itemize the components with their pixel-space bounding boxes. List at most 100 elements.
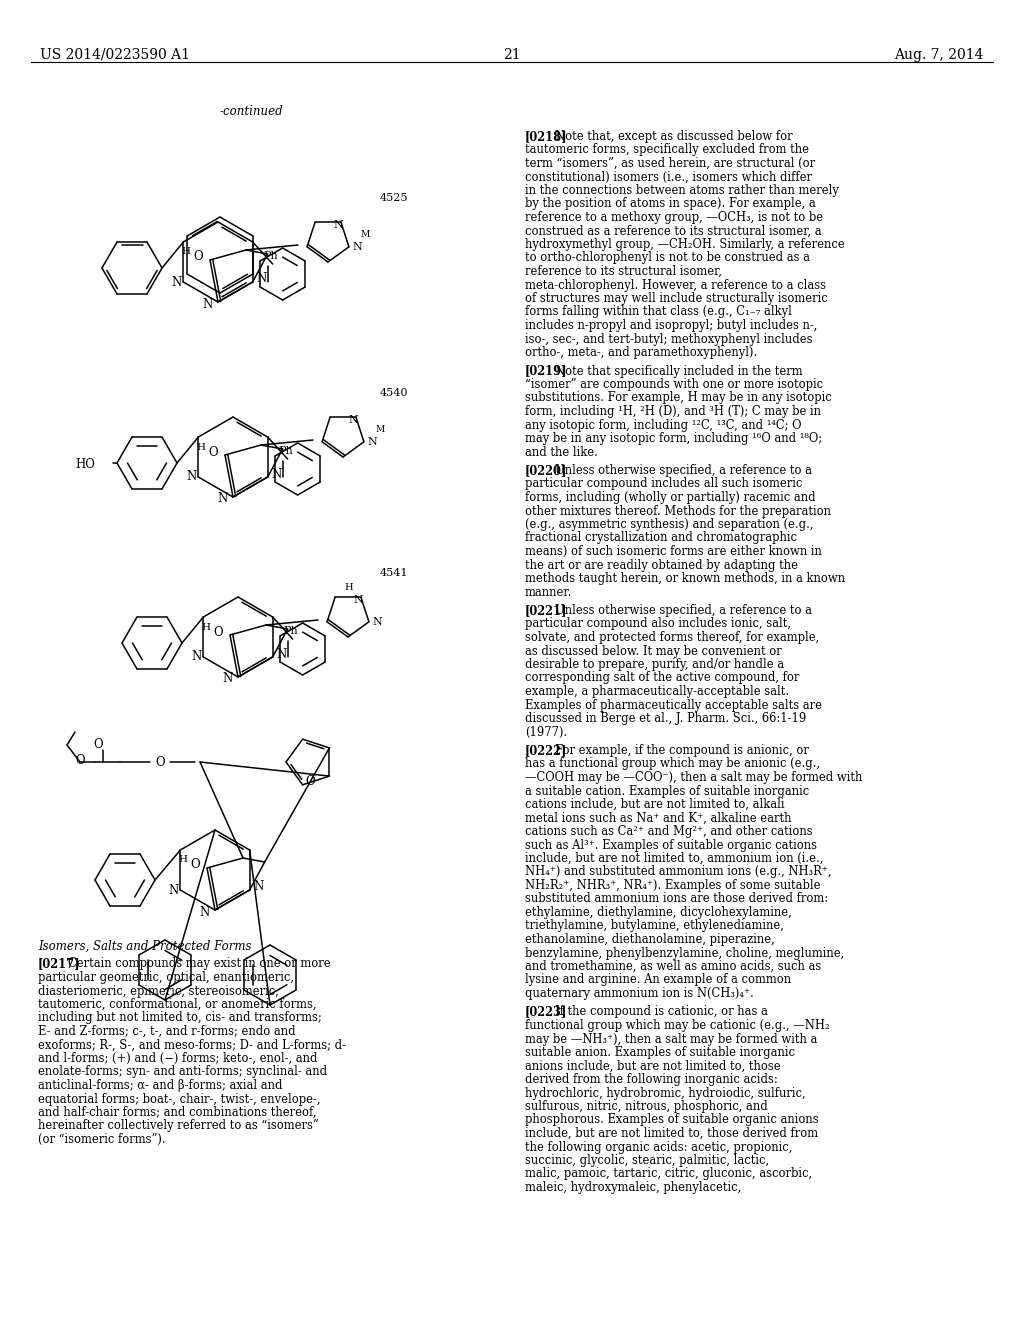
- Text: [0221]: [0221]: [525, 605, 567, 616]
- Text: N: N: [218, 492, 228, 506]
- Text: N: N: [200, 906, 210, 919]
- Text: N: N: [223, 672, 233, 685]
- Text: particular compound includes all such isomeric: particular compound includes all such is…: [525, 478, 803, 491]
- Text: N: N: [353, 595, 362, 605]
- Text: ortho-, meta-, and paramethoxyphenyl).: ortho-, meta-, and paramethoxyphenyl).: [525, 346, 758, 359]
- Text: tautomeric, conformational, or anomeric forms,: tautomeric, conformational, or anomeric …: [38, 998, 316, 1011]
- Text: (or “isomeric forms”).: (or “isomeric forms”).: [38, 1133, 166, 1146]
- Text: N: N: [257, 272, 267, 285]
- Text: Examples of pharmaceutically acceptable salts are: Examples of pharmaceutically acceptable …: [525, 698, 822, 711]
- Text: M: M: [376, 425, 385, 434]
- Text: tautomeric forms, specifically excluded from the: tautomeric forms, specifically excluded …: [525, 144, 809, 157]
- Text: N: N: [171, 276, 181, 289]
- Text: substituted ammonium ions are those derived from:: substituted ammonium ions are those deri…: [525, 892, 828, 906]
- Text: construed as a reference to its structural isomer, a: construed as a reference to its structur…: [525, 224, 821, 238]
- Text: 4525: 4525: [380, 193, 409, 203]
- Text: cations such as Ca²⁺ and Mg²⁺, and other cations: cations such as Ca²⁺ and Mg²⁺, and other…: [525, 825, 813, 838]
- Text: reference to a methoxy group, —OCH₃, is not to be: reference to a methoxy group, —OCH₃, is …: [525, 211, 823, 224]
- Text: -continued: -continued: [220, 106, 284, 117]
- Text: of structures may well include structurally isomeric: of structures may well include structura…: [525, 292, 827, 305]
- Text: methods taught herein, or known methods, in a known: methods taught herein, or known methods,…: [525, 572, 845, 585]
- Text: reference to its structural isomer,: reference to its structural isomer,: [525, 265, 722, 279]
- Text: the art or are readily obtained by adapting the: the art or are readily obtained by adapt…: [525, 558, 798, 572]
- Text: [0222]: [0222]: [525, 744, 567, 756]
- Text: malic, pamoic, tartaric, citric, gluconic, ascorbic,: malic, pamoic, tartaric, citric, gluconi…: [525, 1167, 812, 1180]
- Text: M: M: [360, 230, 370, 239]
- Text: includes n-propyl and isopropyl; butyl includes n-,: includes n-propyl and isopropyl; butyl i…: [525, 319, 817, 333]
- Text: as discussed below. It may be convenient or: as discussed below. It may be convenient…: [525, 644, 781, 657]
- Text: and half-chair forms; and combinations thereof,: and half-chair forms; and combinations t…: [38, 1106, 316, 1119]
- Text: Ph: Ph: [279, 446, 293, 455]
- Text: form, including ¹H, ²H (D), and ³H (T); C may be in: form, including ¹H, ²H (D), and ³H (T); …: [525, 405, 821, 418]
- Text: O: O: [75, 754, 85, 767]
- Text: O: O: [194, 251, 203, 264]
- Text: Unless otherwise specified, a reference to a: Unless otherwise specified, a reference …: [555, 605, 812, 616]
- Text: discussed in Berge et al., J. Pharm. Sci., 66:1-19: discussed in Berge et al., J. Pharm. Sci…: [525, 711, 806, 725]
- Text: fractional crystallization and chromatographic: fractional crystallization and chromatog…: [525, 532, 797, 544]
- Text: 4540: 4540: [380, 388, 409, 399]
- Text: [0220]: [0220]: [525, 465, 567, 477]
- Text: [0223]: [0223]: [525, 1006, 567, 1019]
- Text: may be in any isotopic form, including ¹⁶O and ¹⁸O;: may be in any isotopic form, including ¹…: [525, 432, 822, 445]
- Text: “isomer” are compounds with one or more isotopic: “isomer” are compounds with one or more …: [525, 378, 823, 391]
- Text: N: N: [191, 651, 202, 664]
- Text: N: N: [367, 437, 377, 446]
- Text: by the position of atoms in space). For example, a: by the position of atoms in space). For …: [525, 198, 816, 210]
- Text: means) of such isomeric forms are either known in: means) of such isomeric forms are either…: [525, 545, 822, 558]
- Text: particular geometric, optical, enantiomeric,: particular geometric, optical, enantiome…: [38, 972, 294, 983]
- Text: corresponding salt of the active compound, for: corresponding salt of the active compoun…: [525, 672, 800, 685]
- Text: Note that specifically included in the term: Note that specifically included in the t…: [555, 364, 803, 378]
- Text: constitutional) isomers (i.e., isomers which differ: constitutional) isomers (i.e., isomers w…: [525, 170, 812, 183]
- Text: N: N: [254, 880, 264, 894]
- Text: and the like.: and the like.: [525, 446, 598, 458]
- Text: cations include, but are not limited to, alkali: cations include, but are not limited to,…: [525, 799, 784, 810]
- Text: anions include, but are not limited to, those: anions include, but are not limited to, …: [525, 1060, 780, 1072]
- Text: such as Al³⁺. Examples of suitable organic cations: such as Al³⁺. Examples of suitable organ…: [525, 838, 817, 851]
- Text: O: O: [213, 626, 223, 639]
- Text: ethylamine, diethylamine, dicyclohexylamine,: ethylamine, diethylamine, dicyclohexylam…: [525, 906, 792, 919]
- Text: Aug. 7, 2014: Aug. 7, 2014: [895, 48, 984, 62]
- Text: phosphorous. Examples of suitable organic anions: phosphorous. Examples of suitable organi…: [525, 1114, 818, 1126]
- Text: hydroxymethyl group, —CH₂OH. Similarly, a reference: hydroxymethyl group, —CH₂OH. Similarly, …: [525, 238, 845, 251]
- Text: may be —NH₃⁺), then a salt may be formed with a: may be —NH₃⁺), then a salt may be formed…: [525, 1032, 817, 1045]
- Text: N: N: [352, 242, 361, 252]
- Text: 4541: 4541: [380, 568, 409, 578]
- Text: iso-, sec-, and tert-butyl; methoxyphenyl includes: iso-, sec-, and tert-butyl; methoxypheny…: [525, 333, 812, 346]
- Text: 21: 21: [503, 48, 521, 62]
- Text: hereinafter collectively referred to as “isomers”: hereinafter collectively referred to as …: [38, 1119, 318, 1133]
- Text: N: N: [203, 297, 213, 310]
- Text: exoforms; R-, S-, and meso-forms; D- and L-forms; d-: exoforms; R-, S-, and meso-forms; D- and…: [38, 1039, 346, 1052]
- Text: Ph: Ph: [263, 251, 279, 261]
- Text: substitutions. For example, H may be in any isotopic: substitutions. For example, H may be in …: [525, 392, 831, 404]
- Text: Isomers, Salts and Protected Forms: Isomers, Salts and Protected Forms: [38, 940, 252, 953]
- Text: including but not limited to, cis- and transforms;: including but not limited to, cis- and t…: [38, 1011, 322, 1024]
- Text: H: H: [345, 582, 353, 591]
- Text: hydrochloric, hydrobromic, hydroiodic, sulfuric,: hydrochloric, hydrobromic, hydroiodic, s…: [525, 1086, 806, 1100]
- Text: N: N: [372, 616, 382, 627]
- Text: E- and Z-forms; c-, t-, and r-forms; endo and: E- and Z-forms; c-, t-, and r-forms; end…: [38, 1026, 296, 1038]
- Text: —COOH may be —COO⁻), then a salt may be formed with: —COOH may be —COO⁻), then a salt may be …: [525, 771, 862, 784]
- Text: include, but are not limited to, ammonium ion (i.e.,: include, but are not limited to, ammoniu…: [525, 851, 823, 865]
- Text: For example, if the compound is anionic, or: For example, if the compound is anionic,…: [555, 744, 809, 756]
- Text: O: O: [208, 446, 218, 458]
- Text: include, but are not limited to, those derived from: include, but are not limited to, those d…: [525, 1127, 818, 1140]
- Text: US 2014/0223590 A1: US 2014/0223590 A1: [40, 48, 190, 62]
- Text: a suitable cation. Examples of suitable inorganic: a suitable cation. Examples of suitable …: [525, 784, 809, 797]
- Text: equatorial forms; boat-, chair-, twist-, envelope-,: equatorial forms; boat-, chair-, twist-,…: [38, 1093, 321, 1106]
- Text: [0218]: [0218]: [525, 129, 567, 143]
- Text: Unless otherwise specified, a reference to a: Unless otherwise specified, a reference …: [555, 465, 812, 477]
- Text: triethylamine, butylamine, ethylenediamine,: triethylamine, butylamine, ethylenediami…: [525, 920, 784, 932]
- Text: [0217]: [0217]: [38, 957, 81, 970]
- Text: term “isomers”, as used herein, are structural (or: term “isomers”, as used herein, are stru…: [525, 157, 815, 170]
- Text: desirable to prepare, purify, and/or handle a: desirable to prepare, purify, and/or han…: [525, 657, 784, 671]
- Text: benzylamine, phenylbenzylamine, choline, meglumine,: benzylamine, phenylbenzylamine, choline,…: [525, 946, 844, 960]
- Text: example, a pharmaceutically-acceptable salt.: example, a pharmaceutically-acceptable s…: [525, 685, 790, 698]
- Text: has a functional group which may be anionic (e.g.,: has a functional group which may be anio…: [525, 758, 820, 771]
- Text: If the compound is cationic, or has a: If the compound is cationic, or has a: [555, 1006, 768, 1019]
- Text: enolate-forms; syn- and anti-forms; synclinal- and: enolate-forms; syn- and anti-forms; sync…: [38, 1065, 327, 1078]
- Text: diasteriomeric, epimeric, stereoisomeric,: diasteriomeric, epimeric, stereoisomeric…: [38, 985, 279, 998]
- Text: the following organic acids: acetic, propionic,: the following organic acids: acetic, pro…: [525, 1140, 793, 1154]
- Text: any isotopic form, including ¹²C, ¹³C, and ¹⁴C; O: any isotopic form, including ¹²C, ¹³C, a…: [525, 418, 802, 432]
- Text: forms falling within that class (e.g., C₁₋₇ alkyl: forms falling within that class (e.g., C…: [525, 305, 792, 318]
- Text: O: O: [190, 858, 200, 871]
